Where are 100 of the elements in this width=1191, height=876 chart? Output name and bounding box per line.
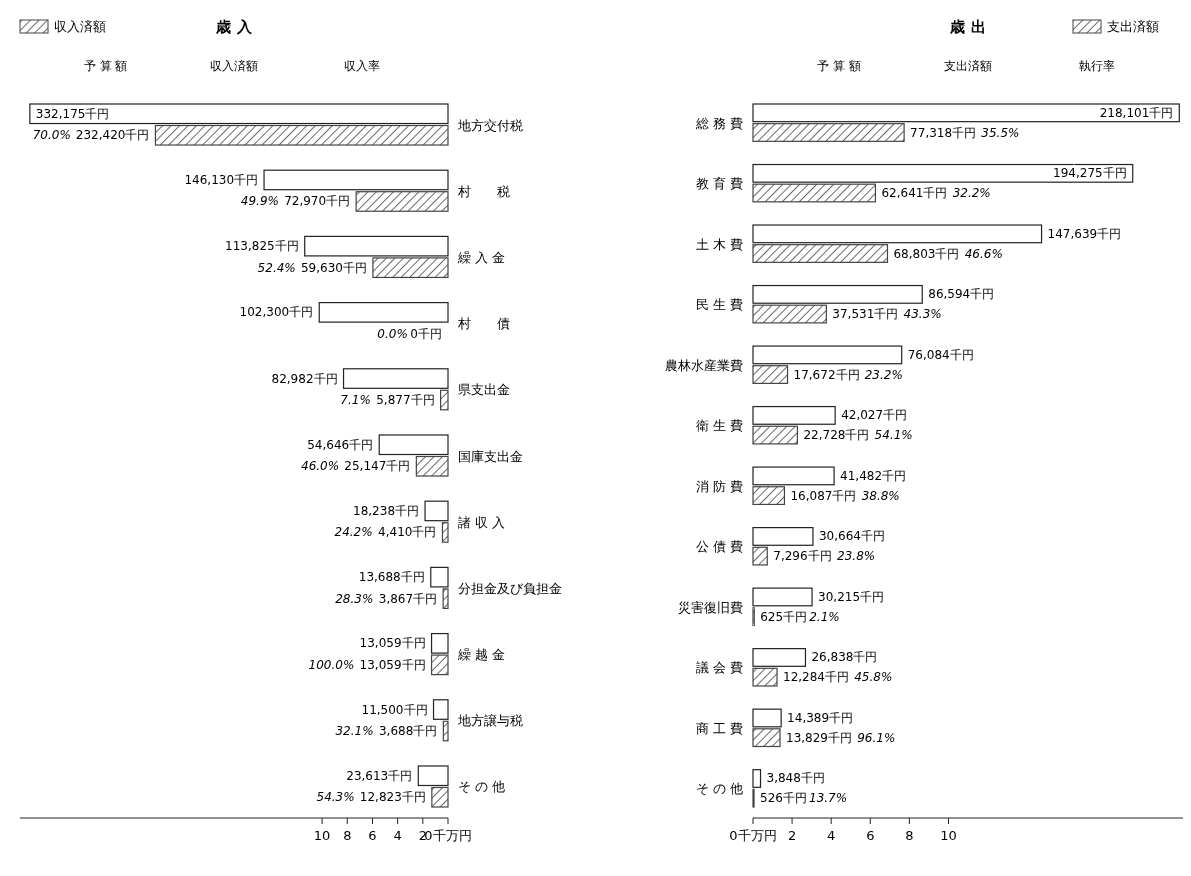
bar xyxy=(752,244,889,263)
bar xyxy=(442,720,449,742)
y-tick-label: 議 会 費 xyxy=(695,660,743,676)
annotation: 13,688千円 xyxy=(358,570,425,585)
bar xyxy=(378,434,449,456)
annotation: 12,823千円 xyxy=(359,790,426,805)
bar xyxy=(752,425,799,445)
bar xyxy=(430,654,449,676)
x-tick-label: 2 xyxy=(787,828,797,843)
y-tick-label: 消 防 費 xyxy=(695,478,743,494)
annotation: 25,147千円 xyxy=(344,459,411,474)
annotation: 37,531千円 xyxy=(832,307,899,322)
y-tick-label: 災害復旧費 xyxy=(678,599,743,615)
legend-label: 収入済額 xyxy=(54,19,106,34)
bar xyxy=(432,699,449,720)
bar xyxy=(424,500,449,522)
annotation: 72,970千円 xyxy=(284,194,351,209)
y-tick-label: そ の 他 xyxy=(458,779,506,795)
annotation: 49.9% xyxy=(240,194,279,209)
x-tick-label: 10 xyxy=(313,828,331,843)
y-tick-label: 村 債 xyxy=(457,316,510,332)
y-tick-label: 県支出金 xyxy=(458,382,510,398)
annotation: 7,296千円 xyxy=(773,549,832,564)
annotation: 3,867千円 xyxy=(378,591,438,606)
text: 予 算 額 xyxy=(83,59,128,73)
annotation: 54.1% xyxy=(874,428,913,443)
bar xyxy=(752,405,836,425)
x-tick-label: 0千万円 xyxy=(424,828,472,843)
annotation: 102,300千円 xyxy=(239,305,314,320)
annotation: 194,275千円 xyxy=(1053,166,1127,181)
annotation: 76,084千円 xyxy=(907,347,974,362)
annotation: 45.8% xyxy=(854,670,893,685)
x-tick-label: 6 xyxy=(368,828,377,843)
bar xyxy=(430,632,449,654)
annotation: 13,829千円 xyxy=(786,730,853,745)
y-tick-label: 諸 収 入 xyxy=(458,514,506,530)
y-tick-label: そ の 他 xyxy=(695,781,743,797)
y-tick-label: 地方譲与税 xyxy=(457,713,523,729)
annotation: 42,027千円 xyxy=(841,408,908,423)
annotation: 24.2% xyxy=(334,525,373,540)
annotation: 13,059千円 xyxy=(359,657,426,672)
annotation: 526千円 xyxy=(760,791,807,806)
bar xyxy=(342,368,449,389)
annotation: 5,877千円 xyxy=(376,393,435,408)
annotation: 147,639千円 xyxy=(1047,226,1122,241)
annotation: 332,175千円 xyxy=(35,106,110,121)
y-tick-label: 農林水産業費 xyxy=(665,357,743,373)
annotation: 43.3% xyxy=(903,307,942,322)
annotation: 96.1% xyxy=(857,730,896,745)
bar xyxy=(752,527,814,546)
y-tick-label: 地方交付税 xyxy=(457,117,523,133)
x-tick-label: 4 xyxy=(393,828,402,843)
annotation: 68,803千円 xyxy=(893,246,960,261)
annotation: 218,101千円 xyxy=(1099,105,1174,120)
annotation: 13.7% xyxy=(809,791,848,806)
y-tick-label: 国庫支出金 xyxy=(458,448,523,464)
annotation: 52.4% xyxy=(257,260,296,275)
annotation: 35.5% xyxy=(981,125,1020,140)
y-tick-label: 総 務 費 xyxy=(694,115,743,131)
annotation: 54,646千円 xyxy=(307,437,374,452)
bar xyxy=(442,588,449,610)
y-tick-label: 教 育 費 xyxy=(695,176,743,192)
bar xyxy=(263,169,449,191)
annotation: 46.6% xyxy=(964,246,1003,261)
x-tick-label: 8 xyxy=(343,828,352,843)
annotation: 18,238千円 xyxy=(353,503,420,518)
annotation: 113,825千円 xyxy=(225,239,299,254)
bar xyxy=(441,522,449,543)
annotation: 30,215千円 xyxy=(818,589,885,604)
annotation: 11,500千円 xyxy=(361,702,428,717)
annotation: 3,848千円 xyxy=(766,771,825,786)
y-tick-label: 衛 生 費 xyxy=(695,418,743,434)
annotation: 12,284千円 xyxy=(783,670,850,685)
annotation: 0.0% xyxy=(377,326,408,341)
annotation: 26,838千円 xyxy=(811,650,878,665)
annotation: 2.1% xyxy=(809,609,840,624)
bar xyxy=(154,124,449,146)
annotation: 7.1% xyxy=(340,393,371,408)
bar xyxy=(752,648,807,667)
bar xyxy=(372,257,449,279)
annotation: 17,672千円 xyxy=(793,367,860,382)
bar xyxy=(752,224,1043,244)
annotation: 46.0% xyxy=(301,459,340,474)
x-tick-label: 6 xyxy=(866,828,875,843)
chart-title: 歳 出 xyxy=(949,18,986,36)
annotation: 77,318千円 xyxy=(910,125,977,140)
annotation: 82,982千円 xyxy=(271,371,338,386)
bar xyxy=(431,786,449,808)
annotation: 23.2% xyxy=(864,367,903,382)
bar xyxy=(430,566,449,588)
annotation: 41,482千円 xyxy=(840,468,907,483)
annotation: 0千円 xyxy=(410,326,442,341)
bar xyxy=(752,183,877,203)
x-tick-label: 8 xyxy=(905,828,914,843)
text: 執行率 xyxy=(1079,59,1115,73)
bar xyxy=(440,389,449,411)
x-tick-label: 0千万円 xyxy=(729,828,777,843)
y-tick-label: 民 生 費 xyxy=(695,297,743,313)
bar xyxy=(752,345,903,365)
annotation: 62,641千円 xyxy=(881,186,948,201)
